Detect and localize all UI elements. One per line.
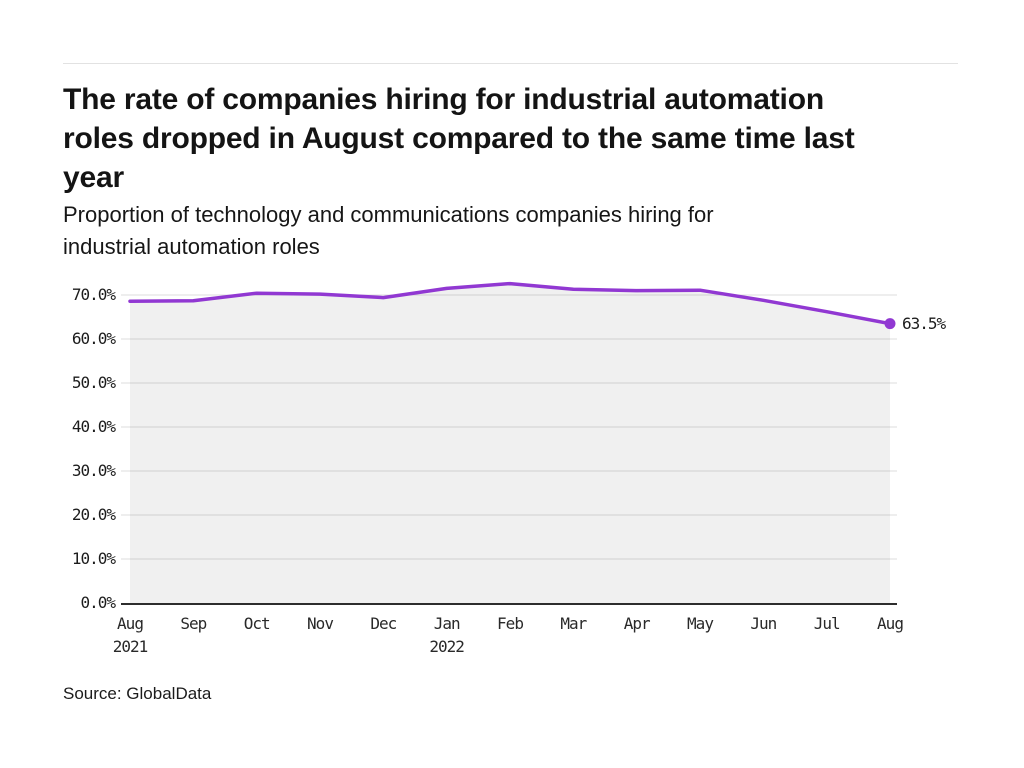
x-axis-tick-label: Jun [750,614,777,633]
area-fill [130,283,890,603]
y-axis-tick-label: 40.0% [71,417,116,436]
y-axis-tick-label: 20.0% [71,505,116,524]
x-axis-tick-label: Nov [307,614,334,633]
x-axis-tick-label: Aug [877,614,904,633]
chart-title-line-3: year [63,161,124,194]
data-line [128,281,892,326]
x-axis-tick-label: Dec [370,614,397,633]
source-note: Source: GlobalData [63,684,212,703]
y-axis-tick-label: 60.0% [71,329,116,348]
chart-title: The rate of companies hiring for industr… [63,80,1003,197]
chart-subtitle-line-2: industrial automation roles [63,234,320,259]
end-value-label: 63.5% [902,313,946,333]
x-axis-tick-label: Jan [433,614,461,633]
chart-subtitle-line-1: Proportion of technology and communicati… [63,202,714,227]
x-axis-tick-label: Aug [117,614,144,633]
x-axis-year-label: 2022 [429,637,465,656]
x-axis-tick-label: May [687,614,714,633]
y-axis-tick-label: 50.0% [71,373,116,392]
x-axis-year-label: 2021 [112,637,149,656]
chart-subtitle: Proportion of technology and communicati… [63,199,963,263]
end-point-dot [884,318,896,330]
y-axis-tick-label: 70.0% [71,285,116,304]
x-axis-tick-label: Sep [180,614,207,633]
y-axis-tick-label: 10.0% [71,549,116,568]
y-axis-tick-label: 30.0% [71,461,116,480]
y-axis-tick-label: 0.0% [80,593,116,612]
x-axis-tick-label: Feb [497,614,524,633]
chart-title-line-1: The rate of companies hiring for industr… [63,83,824,116]
chart-title-line-2: roles dropped in August compared to the … [63,122,855,155]
x-axis-tick-label: Mar [560,614,587,633]
x-axis-tick-label: Apr [623,614,651,633]
x-axis-tick-label: Oct [243,614,271,633]
top-divider [63,63,958,64]
x-axis-tick-label: Jul [813,614,841,633]
